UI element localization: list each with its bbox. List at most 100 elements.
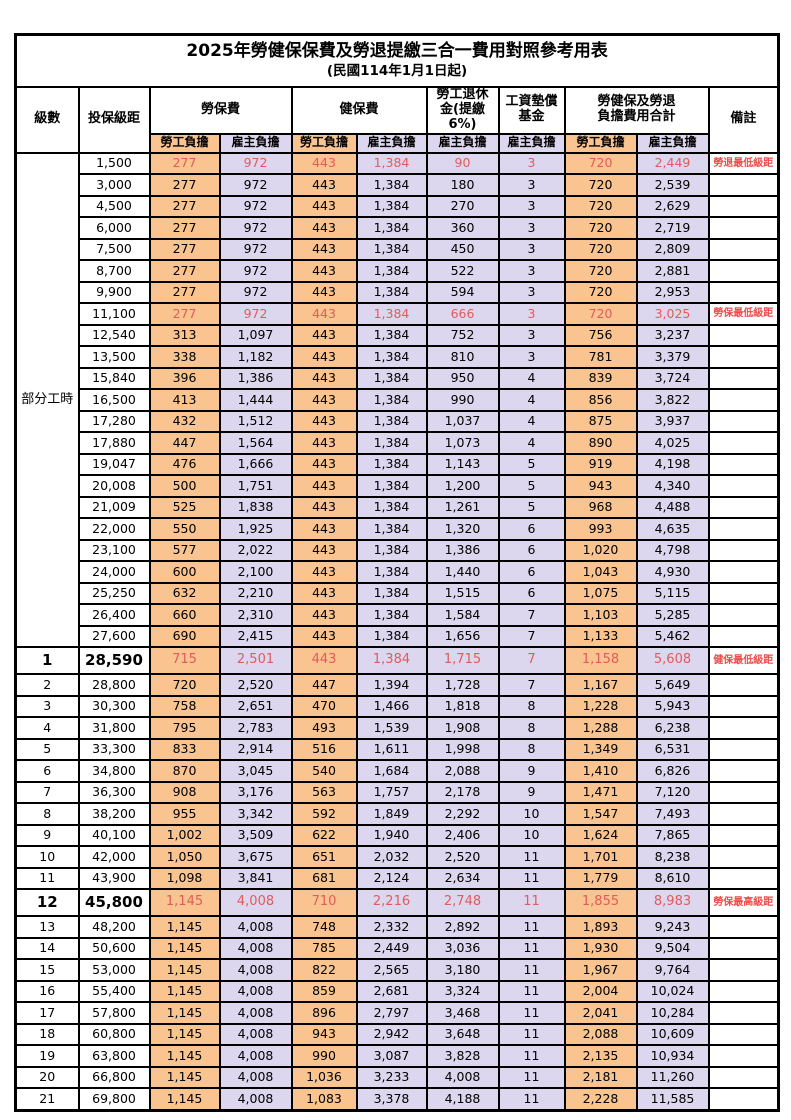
wage-fund-employer-cell: 10 xyxy=(497,802,566,826)
pension-employer-cell: 2,292 xyxy=(425,802,500,826)
labor-ins-employee-cell: 277 xyxy=(148,194,221,219)
total-employee-cell: 720 xyxy=(563,173,638,197)
health-ins-employer-cell: 1,539 xyxy=(355,716,428,740)
labor-ins-employee-cell: 1,145 xyxy=(148,1001,221,1025)
table-row: 7 36,300 908 3,176 563 1,757 2,178 9 1,471 7,120 xyxy=(14,780,780,805)
table-row: 13 48,200 1,145 4,008 748 2,332 2,892 11 1,893 9,… xyxy=(14,915,780,939)
health-ins-employee-cell: 785 xyxy=(290,936,358,961)
labor-ins-employer-cell: 2,914 xyxy=(218,737,293,762)
health-ins-employee-cell: 443 xyxy=(290,646,358,676)
labor-ins-employer-cell: 2,210 xyxy=(218,581,293,606)
labor-ins-employee-cell: 277 xyxy=(148,302,221,326)
labor-ins-employer-cell: 4,008 xyxy=(218,936,293,961)
remark-cell xyxy=(707,979,780,1004)
remark-cell xyxy=(707,915,780,939)
subheader-health-employee: 勞工負擔 xyxy=(290,132,358,154)
labor-ins-employee-cell: 1,145 xyxy=(148,958,221,982)
remark-cell xyxy=(707,431,780,455)
labor-ins-employer-cell: 2,651 xyxy=(218,694,293,719)
labor-ins-employee-cell: 600 xyxy=(148,560,221,584)
remark-cell xyxy=(707,517,780,541)
wage-fund-employer-cell: 6 xyxy=(497,560,566,584)
salary-bracket-cell: 69,800 xyxy=(77,1087,151,1112)
salary-bracket-cell: 53,000 xyxy=(77,958,151,982)
salary-bracket-cell: 57,800 xyxy=(77,1001,151,1025)
health-ins-employer-cell: 1,384 xyxy=(355,388,428,412)
table-row: 25,250 632 2,210 443 1,384 1,515 6 1,075 5,115 xyxy=(16,581,780,606)
health-ins-employee-cell: 443 xyxy=(290,495,358,520)
total-employer-cell: 8,238 xyxy=(635,845,710,869)
table-body: 部分工時 1,500 277 972 443 1,384 90 3 720 2,449 勞退最低級距… xyxy=(14,151,780,1112)
pension-employer-cell: 3,180 xyxy=(425,958,500,982)
labor-ins-employer-cell: 972 xyxy=(218,173,293,197)
pension-employer-cell: 1,656 xyxy=(425,624,500,649)
health-ins-employee-cell: 443 xyxy=(290,388,358,412)
table-row: 7,500 277 972 443 1,384 450 3 720 2,809 xyxy=(16,237,780,262)
salary-bracket-cell: 26,400 xyxy=(77,603,151,627)
total-employer-cell: 2,719 xyxy=(635,216,710,240)
remark-cell xyxy=(707,173,780,197)
labor-ins-employer-cell: 2,415 xyxy=(218,624,293,649)
salary-bracket-cell: 13,500 xyxy=(77,345,151,369)
labor-ins-employee-cell: 277 xyxy=(148,259,221,283)
labor-ins-employee-cell: 690 xyxy=(148,624,221,649)
labor-ins-employee-cell: 1,050 xyxy=(148,845,221,869)
pension-employer-cell: 1,998 xyxy=(425,737,500,762)
health-ins-employer-cell: 1,384 xyxy=(355,517,428,541)
health-ins-employer-cell: 1,384 xyxy=(355,345,428,369)
salary-bracket-cell: 33,300 xyxy=(77,737,151,762)
health-ins-employee-cell: 681 xyxy=(290,866,358,891)
labor-ins-employee-cell: 277 xyxy=(148,173,221,197)
labor-ins-employee-cell: 795 xyxy=(148,716,221,740)
labor-ins-employer-cell: 2,022 xyxy=(218,538,293,563)
col-header-remark: 備註 xyxy=(707,86,780,154)
remark-cell xyxy=(707,716,780,740)
total-employee-cell: 2,041 xyxy=(563,1001,638,1025)
wage-fund-employer-cell: 9 xyxy=(497,759,566,783)
total-employee-cell: 1,624 xyxy=(563,823,638,848)
subheader-total-employer: 雇主負擔 xyxy=(635,132,710,154)
remark-cell xyxy=(707,280,780,305)
pension-employer-cell: 1,143 xyxy=(425,452,500,477)
health-ins-employee-cell: 896 xyxy=(290,1001,358,1025)
remark-cell xyxy=(707,737,780,762)
part-time-group-label: 部分工時 xyxy=(14,151,80,649)
subheader-health-employer: 雇主負擔 xyxy=(355,132,428,154)
salary-bracket-cell: 12,540 xyxy=(77,323,151,348)
col-header-salary: 投保級距 xyxy=(77,86,151,154)
wage-fund-employer-cell: 5 xyxy=(497,452,566,477)
salary-bracket-cell: 30,300 xyxy=(77,694,151,719)
pension-employer-cell: 1,320 xyxy=(425,517,500,541)
health-ins-employee-cell: 563 xyxy=(290,780,358,805)
health-ins-employer-cell: 1,384 xyxy=(355,538,428,563)
health-ins-employee-cell: 443 xyxy=(290,173,358,197)
total-employee-cell: 781 xyxy=(563,345,638,369)
total-employee-cell: 720 xyxy=(563,151,638,176)
level-cell: 8 xyxy=(14,802,80,826)
table-row: 23,100 577 2,022 443 1,384 1,386 6 1,020 4,798 xyxy=(16,538,780,563)
health-ins-employer-cell: 1,384 xyxy=(355,431,428,455)
wage-fund-employer-cell: 6 xyxy=(497,581,566,606)
table-row: 17,280 432 1,512 443 1,384 1,037 4 875 3,937 xyxy=(16,409,780,434)
level-cell: 12 xyxy=(14,888,80,918)
labor-ins-employer-cell: 1,925 xyxy=(218,517,293,541)
wage-fund-employer-cell: 10 xyxy=(497,823,566,848)
health-ins-employee-cell: 443 xyxy=(290,194,358,219)
total-employee-cell: 1,228 xyxy=(563,694,638,719)
salary-bracket-cell: 60,800 xyxy=(77,1022,151,1047)
table-row: 26,400 660 2,310 443 1,384 1,584 7 1,103 5,285 xyxy=(16,603,780,627)
labor-ins-employer-cell: 972 xyxy=(218,237,293,262)
table-row: 19 63,800 1,145 4,008 990 3,087 3,828 11 2,135 10… xyxy=(14,1044,780,1068)
pension-employer-cell: 1,818 xyxy=(425,694,500,719)
total-employer-cell: 2,539 xyxy=(635,173,710,197)
pension-employer-cell: 270 xyxy=(425,194,500,219)
labor-ins-employer-cell: 4,008 xyxy=(218,958,293,982)
salary-bracket-cell: 1,500 xyxy=(77,151,151,176)
total-employee-cell: 919 xyxy=(563,452,638,477)
health-ins-employer-cell: 1,384 xyxy=(355,259,428,283)
table-row: 8,700 277 972 443 1,384 522 3 720 2,881 xyxy=(16,259,780,283)
labor-ins-employee-cell: 632 xyxy=(148,581,221,606)
remark-cell xyxy=(707,474,780,498)
wage-fund-employer-cell: 7 xyxy=(497,603,566,627)
health-ins-employee-cell: 822 xyxy=(290,958,358,982)
